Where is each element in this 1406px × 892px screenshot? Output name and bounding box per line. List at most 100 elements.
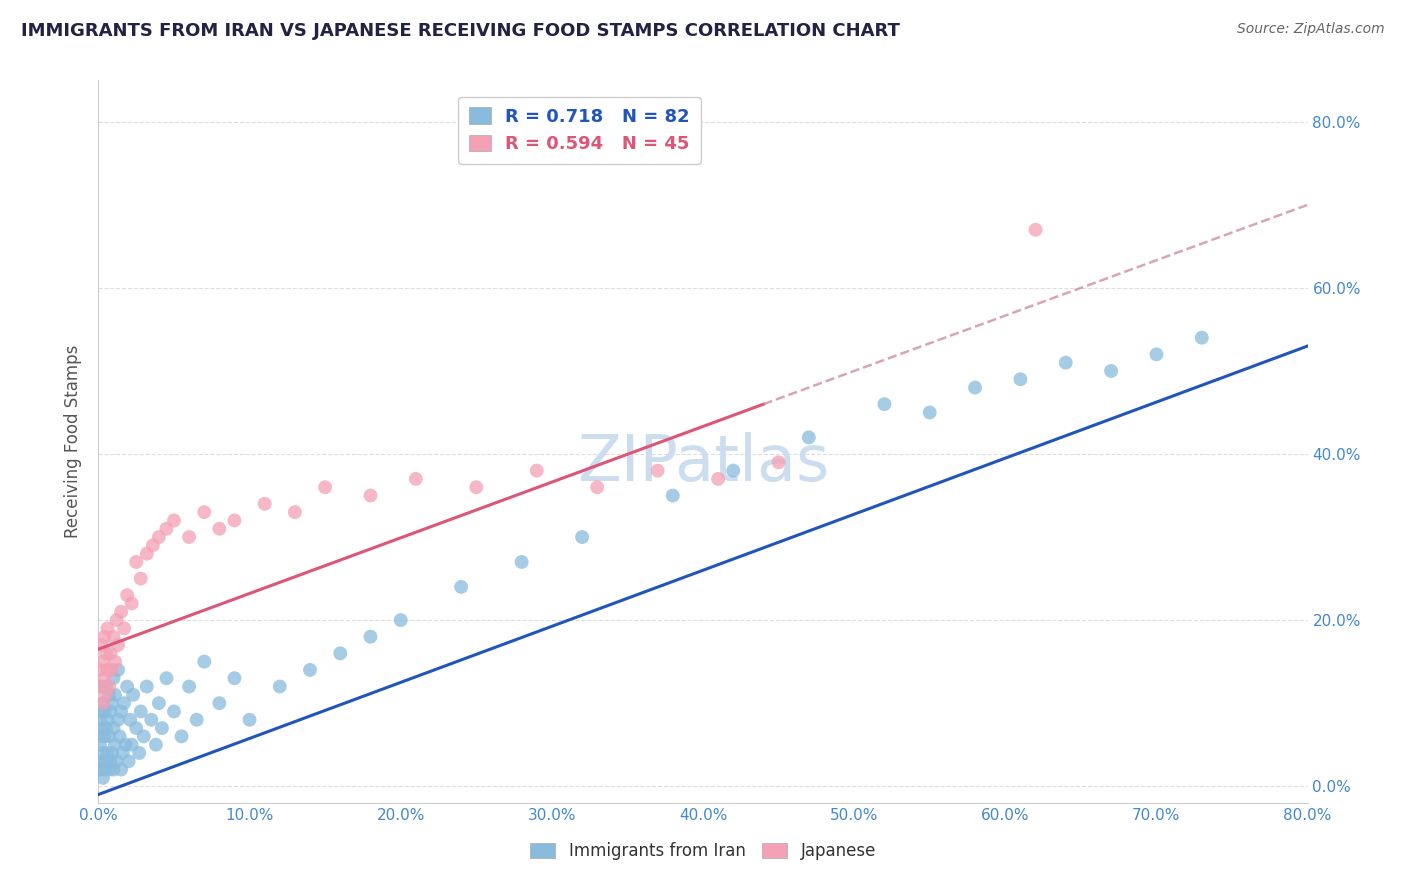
Point	[179, 530, 201, 544]
Point	[94, 646, 117, 660]
Point	[98, 763, 121, 777]
Point	[129, 572, 152, 586]
Point	[120, 713, 142, 727]
Point	[1054, 356, 1077, 370]
Point	[98, 680, 121, 694]
Point	[91, 696, 114, 710]
Point	[98, 730, 121, 744]
Point	[104, 738, 127, 752]
Text: ZIPatlas: ZIPatlas	[576, 433, 830, 494]
Point	[100, 646, 122, 660]
Point	[118, 754, 141, 768]
Point	[93, 730, 115, 744]
Point	[129, 705, 152, 719]
Point	[170, 730, 193, 744]
Point	[465, 480, 488, 494]
Point	[329, 646, 352, 660]
Point	[111, 746, 134, 760]
Point	[918, 405, 941, 419]
Point	[89, 738, 111, 752]
Point	[104, 688, 127, 702]
Point	[96, 663, 118, 677]
Point	[239, 713, 262, 727]
Point	[100, 754, 122, 768]
Point	[115, 588, 138, 602]
Point	[224, 671, 246, 685]
Point	[110, 705, 132, 719]
Point	[90, 680, 112, 694]
Point	[103, 630, 125, 644]
Point	[107, 638, 129, 652]
Point	[125, 555, 148, 569]
Y-axis label: Receiving Food Stamps: Receiving Food Stamps	[65, 345, 83, 538]
Point	[98, 688, 121, 702]
Point	[91, 771, 114, 785]
Point	[299, 663, 322, 677]
Point	[571, 530, 593, 544]
Point	[125, 721, 148, 735]
Point	[94, 754, 117, 768]
Point	[91, 721, 114, 735]
Point	[112, 696, 135, 710]
Point	[89, 763, 111, 777]
Point	[360, 489, 382, 503]
Point	[93, 705, 115, 719]
Point	[141, 713, 163, 727]
Point	[360, 630, 382, 644]
Point	[208, 522, 231, 536]
Point	[121, 597, 143, 611]
Point	[193, 505, 215, 519]
Point	[107, 713, 129, 727]
Point	[91, 746, 114, 760]
Point	[104, 655, 127, 669]
Point	[647, 464, 669, 478]
Point	[224, 513, 246, 527]
Point	[526, 464, 548, 478]
Text: IMMIGRANTS FROM IRAN VS JAPANESE RECEIVING FOOD STAMPS CORRELATION CHART: IMMIGRANTS FROM IRAN VS JAPANESE RECEIVI…	[21, 22, 900, 40]
Point	[269, 680, 291, 694]
Point	[163, 705, 186, 719]
Point	[90, 754, 112, 768]
Point	[135, 547, 157, 561]
Point	[90, 680, 112, 694]
Point	[105, 754, 128, 768]
Point	[1191, 331, 1213, 345]
Point	[101, 696, 124, 710]
Point	[103, 721, 125, 735]
Point	[90, 638, 112, 652]
Legend: Immigrants from Iran, Japanese: Immigrants from Iran, Japanese	[523, 836, 883, 867]
Point	[93, 763, 115, 777]
Point	[510, 555, 533, 569]
Point	[965, 380, 987, 394]
Point	[121, 738, 143, 752]
Point	[108, 730, 131, 744]
Point	[135, 680, 157, 694]
Point	[142, 538, 165, 552]
Point	[93, 671, 115, 685]
Point	[389, 613, 412, 627]
Point	[284, 505, 307, 519]
Point	[132, 730, 155, 744]
Point	[115, 680, 138, 694]
Point	[90, 730, 112, 744]
Point	[91, 655, 114, 669]
Point	[155, 671, 177, 685]
Point	[94, 688, 117, 702]
Point	[586, 480, 609, 494]
Point	[661, 489, 683, 503]
Point	[707, 472, 730, 486]
Point	[405, 472, 427, 486]
Point	[450, 580, 472, 594]
Point	[122, 688, 145, 702]
Point	[314, 480, 336, 494]
Point	[94, 721, 117, 735]
Point	[145, 738, 167, 752]
Point	[89, 663, 111, 677]
Point	[1010, 372, 1032, 386]
Point	[208, 696, 231, 710]
Point	[155, 522, 177, 536]
Point	[873, 397, 896, 411]
Point	[101, 663, 124, 677]
Point	[107, 663, 129, 677]
Point	[179, 680, 201, 694]
